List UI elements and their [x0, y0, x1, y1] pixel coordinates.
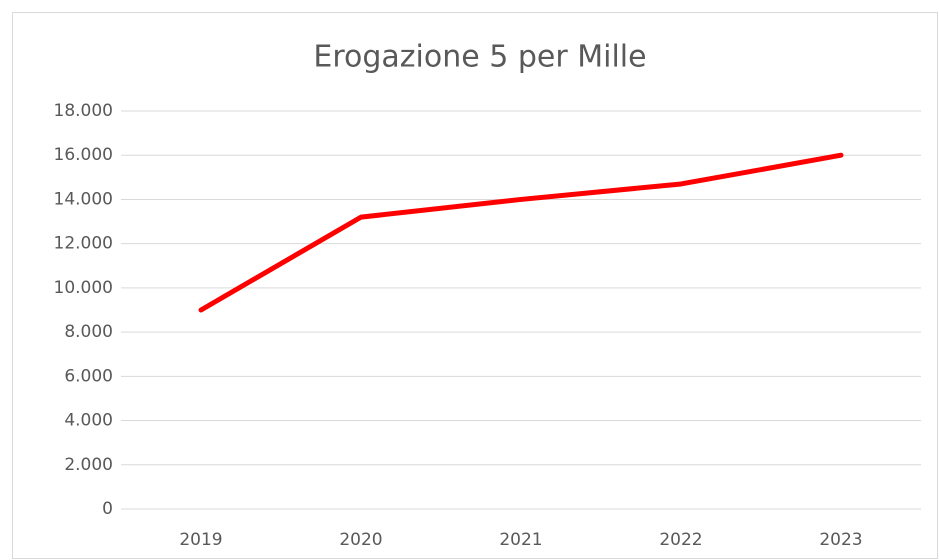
x-tick-label: 2021	[499, 530, 542, 550]
chart-title: Erogazione 5 per Mille	[313, 40, 646, 75]
y-tick-label: 12.000	[54, 234, 113, 254]
x-tick-label: 2020	[339, 530, 382, 550]
y-tick-label: 10.000	[54, 278, 113, 298]
y-tick-label: 2.000	[64, 455, 113, 475]
x-tick-label: 2022	[659, 530, 702, 550]
y-tick-label: 18.000	[54, 101, 113, 121]
y-tick-label: 8.000	[64, 322, 113, 342]
y-tick-label: 14.000	[54, 189, 113, 209]
x-tick-label: 2019	[179, 530, 222, 550]
y-tick-label: 6.000	[64, 366, 113, 386]
y-tick-label: 4.000	[64, 411, 113, 431]
chart-border	[12, 12, 938, 559]
y-tick-label: 16.000	[54, 145, 113, 165]
y-tick-label: 0	[102, 499, 113, 519]
x-tick-label: 2023	[819, 530, 862, 550]
series-line	[198, 152, 844, 313]
